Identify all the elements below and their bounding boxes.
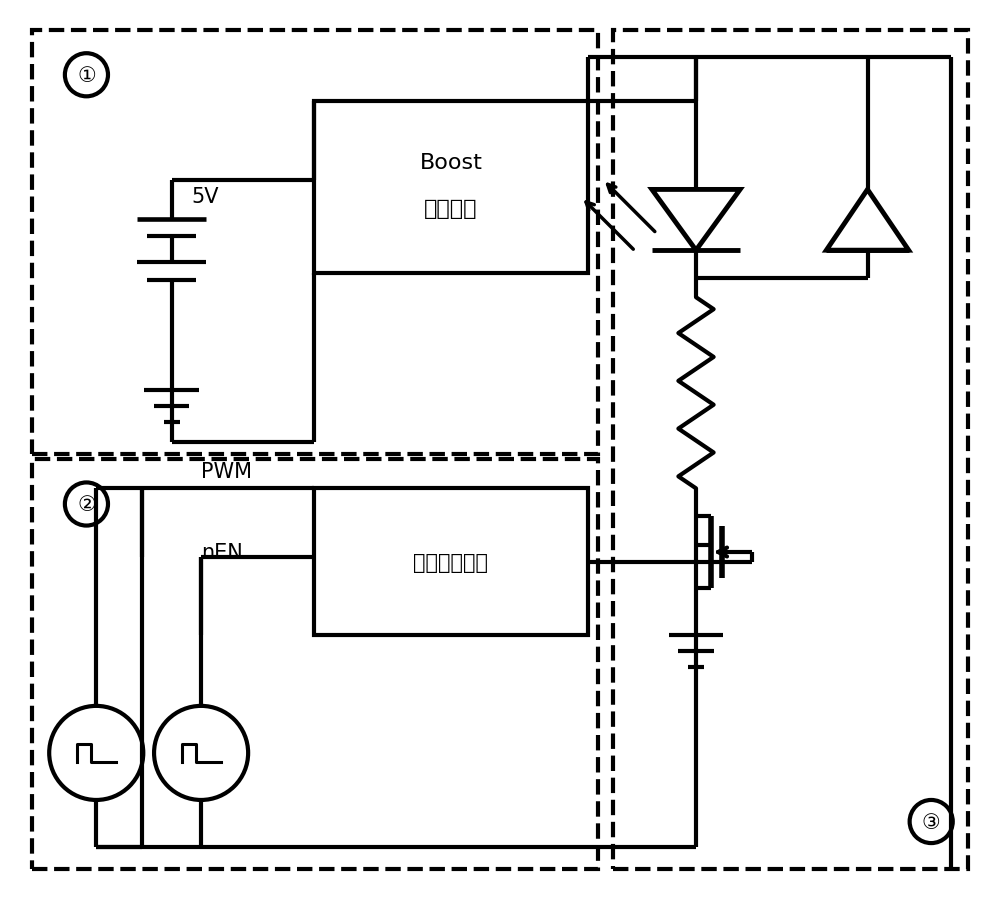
Text: ②: ② <box>77 495 96 515</box>
Bar <box>314 102 588 273</box>
Text: PWM: PWM <box>201 461 252 481</box>
Text: nEN: nEN <box>201 542 243 562</box>
Text: 5V: 5V <box>191 187 219 207</box>
Bar <box>32 31 598 455</box>
Text: ①: ① <box>77 66 96 86</box>
Text: 升压电路: 升压电路 <box>424 199 478 219</box>
Bar <box>314 489 588 636</box>
Bar <box>613 31 968 868</box>
Bar <box>32 459 598 868</box>
Text: 栊极驱动电路: 栊极驱动电路 <box>414 552 488 572</box>
Text: ③: ③ <box>922 812 941 832</box>
Text: Boost: Boost <box>420 153 482 173</box>
